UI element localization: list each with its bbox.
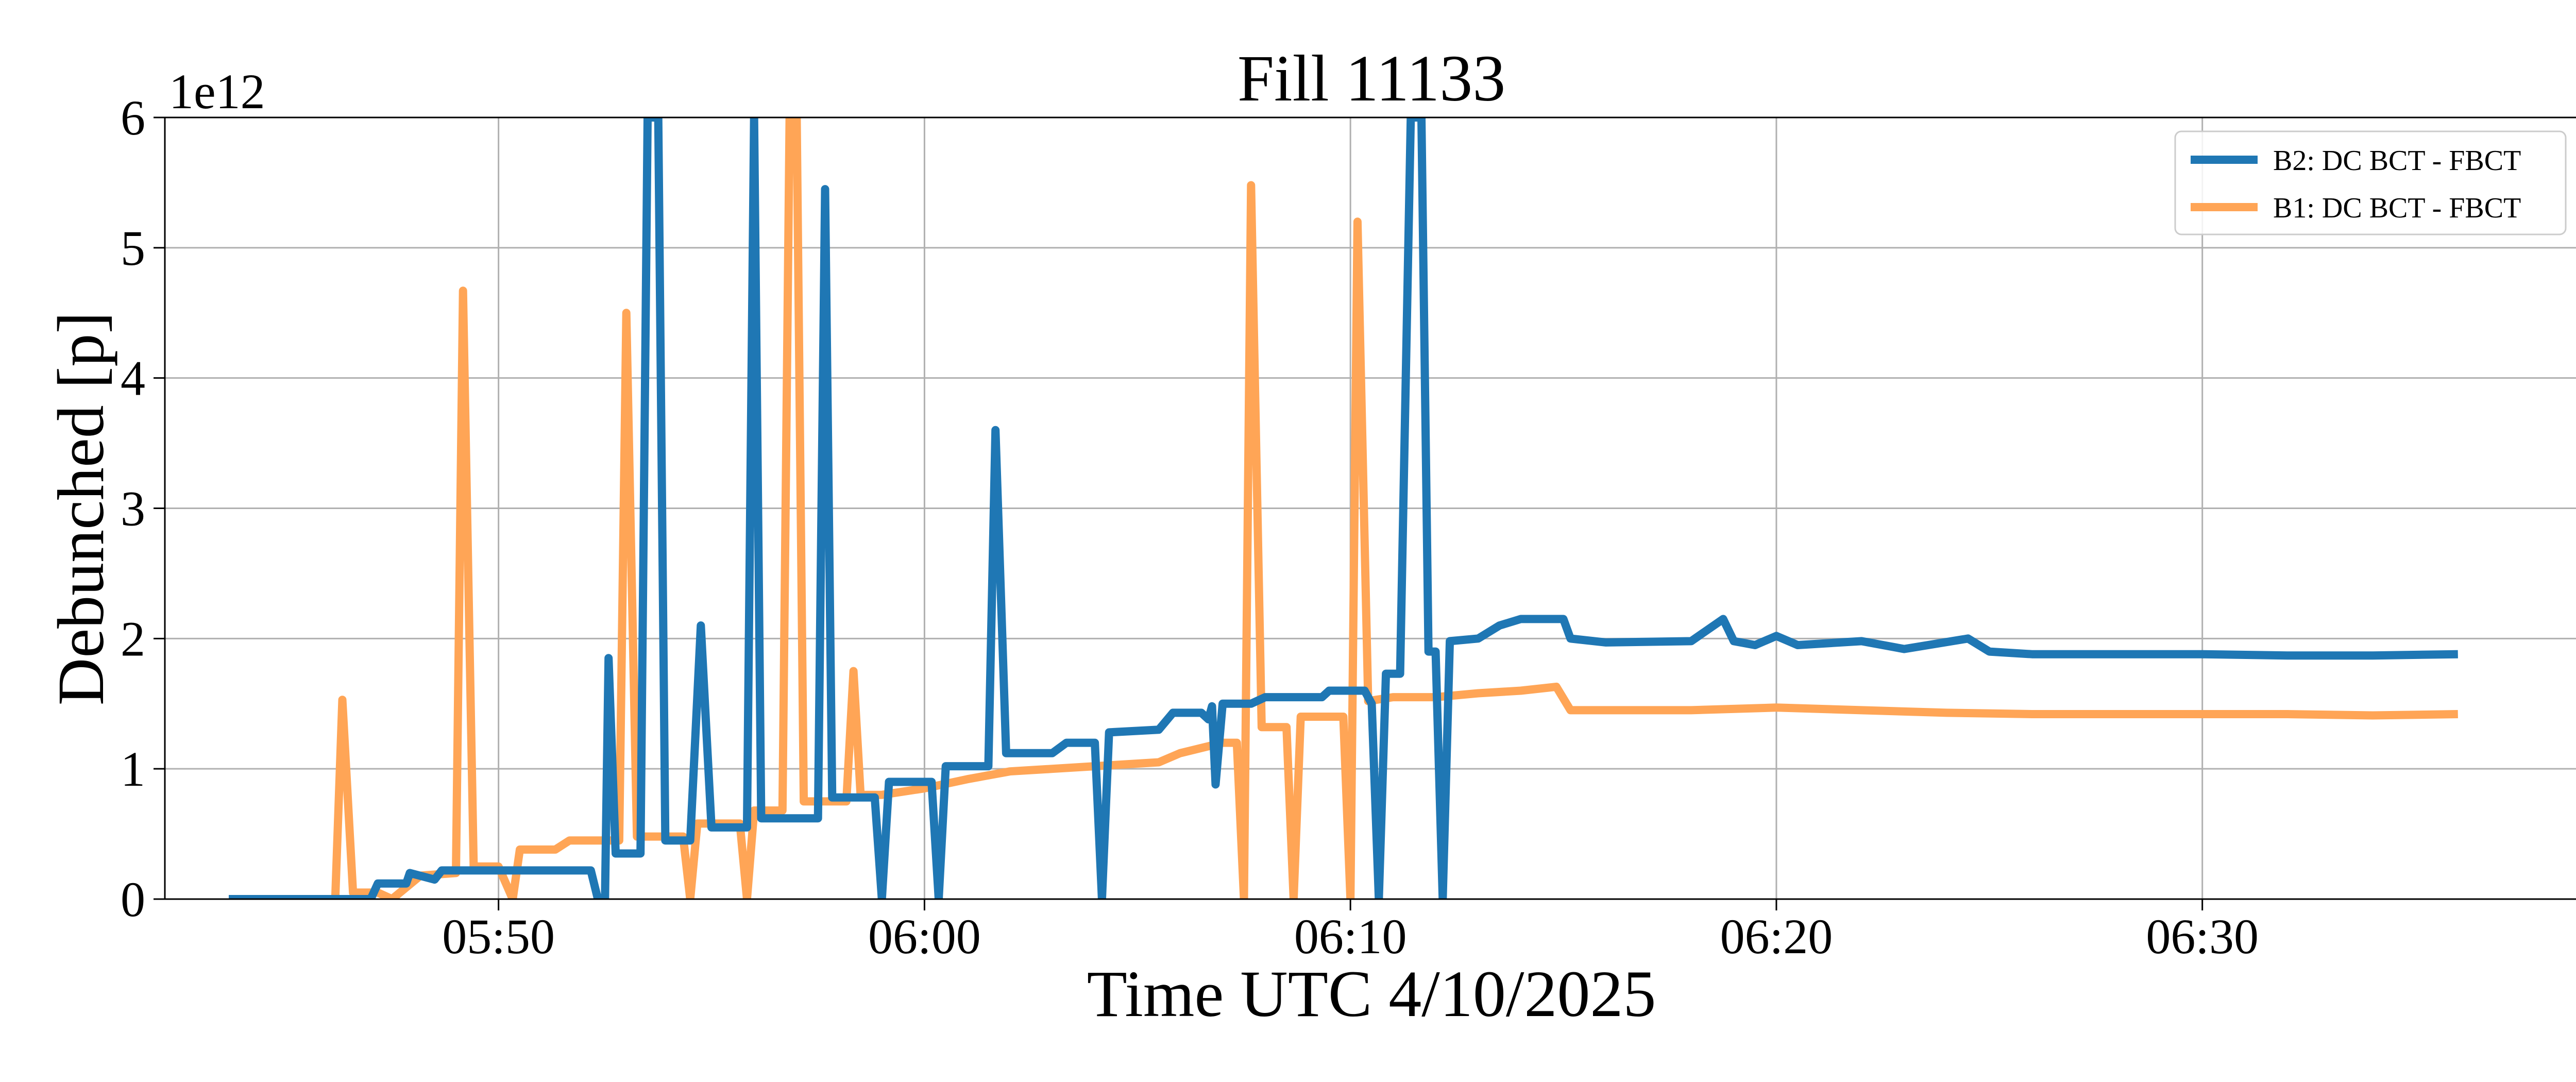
chart-title: Fill 11133 [1238,42,1505,115]
x-tick-label: 06:00 [868,909,981,964]
y-tick-label: 1 [121,741,145,797]
x-tick-label: 06:30 [2146,909,2259,964]
legend: B2: DC BCT - FBCT B1: DC BCT - FBCT [2174,130,2567,235]
y-tick-label: 2 [121,611,145,666]
grid [165,116,2576,900]
y-tick-label: 4 [121,351,145,406]
y-offset-label: 1e12 [169,64,265,119]
legend-box [2174,130,2567,235]
x-tick-label: 06:20 [1720,909,1833,964]
y-tick-label: 0 [121,872,145,927]
y-axis-label: Debunched [p] [44,312,117,705]
x-tick-label: 05:50 [442,909,555,964]
legend-label: B2: DC BCT - FBCT [2273,145,2521,177]
y-tick-label: 3 [121,481,145,536]
y-tick-label: 5 [121,221,145,276]
axes: 05:50 06:00 06:10 06:20 06:30 0 1 2 3 4 5 6 [121,90,2259,964]
x-axis-label: Time UTC 4/10/2025 [1087,957,1656,1030]
series-line-b1 [229,117,2458,899]
x-tick-label: 06:10 [1294,909,1407,964]
legend-label: B1: DC BCT - FBCT [2273,192,2521,224]
y-tick-label: 6 [121,90,145,145]
series-layer [229,117,2458,899]
series-line-b2 [229,117,2458,899]
